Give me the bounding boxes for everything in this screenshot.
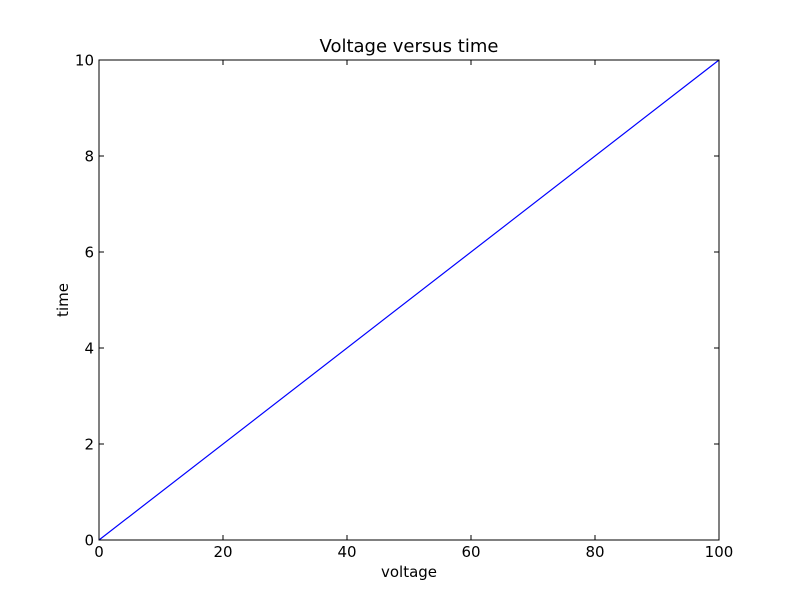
x-tick-label-0: 0	[94, 543, 104, 561]
chart-title: Voltage versus time	[320, 36, 499, 57]
x-tick-label-1: 20	[213, 543, 232, 561]
y-tick-label-4: 8	[84, 148, 94, 166]
x-tick-label-3: 60	[461, 543, 480, 561]
x-tick-label-5: 100	[705, 543, 734, 561]
y-tick-label-5: 10	[75, 52, 94, 70]
x-tick-label-2: 40	[337, 543, 356, 561]
series-layer	[98, 59, 720, 541]
series-line-0	[98, 59, 720, 541]
y-tick-label-2: 4	[84, 340, 94, 358]
y-tick-label-3: 6	[84, 244, 94, 262]
y-tick-label-1: 2	[84, 436, 94, 454]
x-tick-label-4: 80	[585, 543, 604, 561]
x-axis-label: voltage	[381, 563, 437, 581]
y-axis-label: time	[54, 283, 72, 317]
plot-frame	[98, 59, 720, 541]
y-tick-label-0: 0	[84, 532, 94, 550]
